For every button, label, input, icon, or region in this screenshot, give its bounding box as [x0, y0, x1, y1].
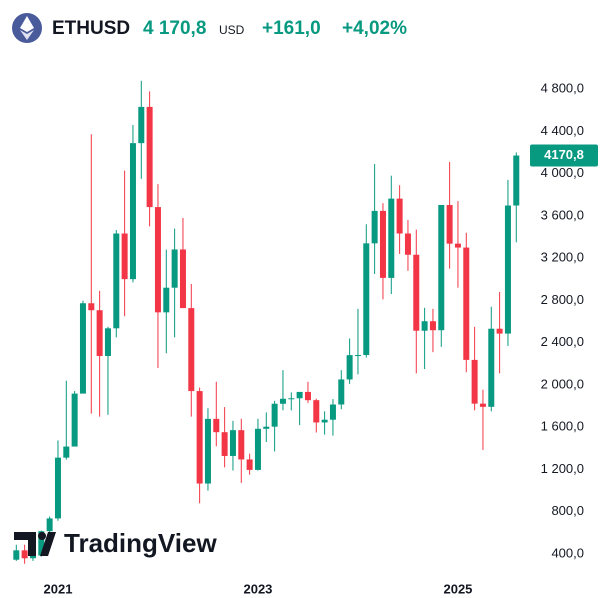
candle-body — [471, 359, 478, 404]
candle-body — [196, 391, 203, 484]
y-tick-label: 1 200,0 — [541, 461, 584, 476]
candle-body — [263, 426, 270, 429]
candle-body — [371, 210, 378, 244]
candle-body — [338, 379, 345, 405]
candle-body — [54, 457, 61, 519]
y-tick-label: 4 400,0 — [541, 123, 584, 138]
candle-body — [421, 321, 428, 331]
candle-body — [21, 550, 28, 559]
candle-body — [179, 249, 186, 309]
candle-body — [246, 459, 253, 470]
candle-body — [513, 155, 520, 206]
candle-body — [279, 398, 286, 404]
candle-body — [213, 418, 220, 433]
candle-body — [96, 310, 103, 356]
x-tick-label: 2025 — [443, 581, 472, 596]
candle-body — [346, 355, 353, 380]
candle-body — [163, 287, 170, 313]
symbol: ETHUSD — [52, 18, 130, 39]
y-tick-label: 800,0 — [551, 503, 584, 518]
candle-body — [363, 243, 370, 356]
y-tick-label: 2 800,0 — [541, 292, 584, 307]
candle-body — [221, 432, 228, 456]
candle-body — [396, 198, 403, 234]
y-tick-label: 2 000,0 — [541, 376, 584, 391]
y-tick-label: 3 200,0 — [541, 250, 584, 265]
candle-body — [438, 204, 445, 331]
watermark-logo — [14, 532, 56, 556]
x-tick-label: 2023 — [243, 581, 272, 596]
candle-body — [171, 249, 178, 288]
candle-body — [79, 303, 86, 394]
candle-body — [121, 233, 128, 280]
candle-body — [29, 555, 36, 559]
currency: USD — [219, 23, 245, 37]
candle-body — [504, 205, 511, 334]
candle-body — [71, 393, 78, 447]
candle-body — [229, 430, 236, 456]
candle-body — [304, 391, 311, 401]
candle-body — [379, 210, 386, 278]
y-tick-label: 4 800,0 — [541, 80, 584, 95]
watermark: TradingView — [64, 528, 217, 558]
candle-body — [329, 404, 336, 420]
candle-body — [146, 106, 153, 208]
candle-body — [454, 243, 461, 248]
candle-body — [138, 106, 145, 144]
candle-body — [446, 204, 453, 244]
candle-body — [413, 254, 420, 331]
candle-body — [38, 531, 45, 556]
candle-body — [479, 403, 486, 407]
candle-body — [296, 391, 303, 399]
y-tick-label: 400,0 — [551, 545, 584, 560]
candle-body — [204, 418, 211, 484]
y-tick-label: 1 600,0 — [541, 419, 584, 434]
candles — [13, 80, 520, 564]
candle-body — [271, 403, 278, 427]
candle-body — [388, 198, 395, 278]
last-price-label: 4170,8 — [544, 147, 584, 162]
candle-body — [13, 550, 20, 560]
candle-body — [463, 247, 470, 360]
candle-body — [321, 419, 328, 423]
candle-body — [63, 446, 70, 458]
candle-body — [46, 518, 53, 532]
change-percent: +4,02% — [342, 18, 407, 39]
candle-body — [88, 303, 95, 311]
candle-body — [254, 428, 261, 470]
last-price-box — [530, 144, 598, 167]
price: 4 170,8 — [143, 18, 206, 39]
candle-body — [154, 207, 161, 313]
y-tick-label: 4 000,0 — [541, 165, 584, 180]
candle-body — [354, 355, 361, 357]
candle-body — [404, 233, 411, 255]
y-tick-label: 3 600,0 — [541, 207, 584, 222]
candle-body — [129, 143, 136, 280]
candle-body — [113, 233, 120, 329]
change: +161,0 — [262, 18, 321, 39]
candle-body — [488, 328, 495, 407]
y-tick-label: 2 400,0 — [541, 334, 584, 349]
candle-body — [313, 400, 320, 423]
candle-body — [288, 398, 295, 400]
candle-body — [188, 308, 195, 392]
candle-body — [104, 328, 111, 356]
candle-body — [238, 430, 245, 460]
candle-body — [496, 328, 503, 334]
symbol-icon — [12, 13, 42, 43]
x-tick-label: 2021 — [44, 581, 73, 596]
candle-body — [429, 321, 436, 331]
